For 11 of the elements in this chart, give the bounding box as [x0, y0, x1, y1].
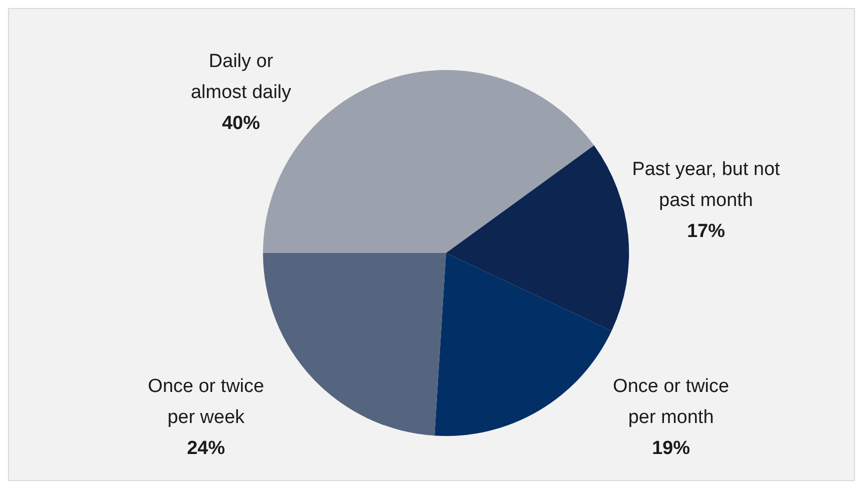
data-label: 17%	[686, 221, 726, 242]
pie-slice	[446, 145, 629, 331]
data-label: 40%	[222, 113, 260, 134]
slice-label: Past year, but not past month	[632, 159, 781, 211]
pie-slice	[263, 253, 446, 436]
data-label: 24%	[186, 438, 226, 459]
pie-slice	[434, 253, 612, 436]
slice-label: Once or twice per week	[148, 376, 264, 428]
data-label: 19%	[652, 438, 690, 459]
slice-label: Once or twice per month	[612, 376, 730, 428]
slice-label: Daily or almost daily	[190, 51, 292, 103]
